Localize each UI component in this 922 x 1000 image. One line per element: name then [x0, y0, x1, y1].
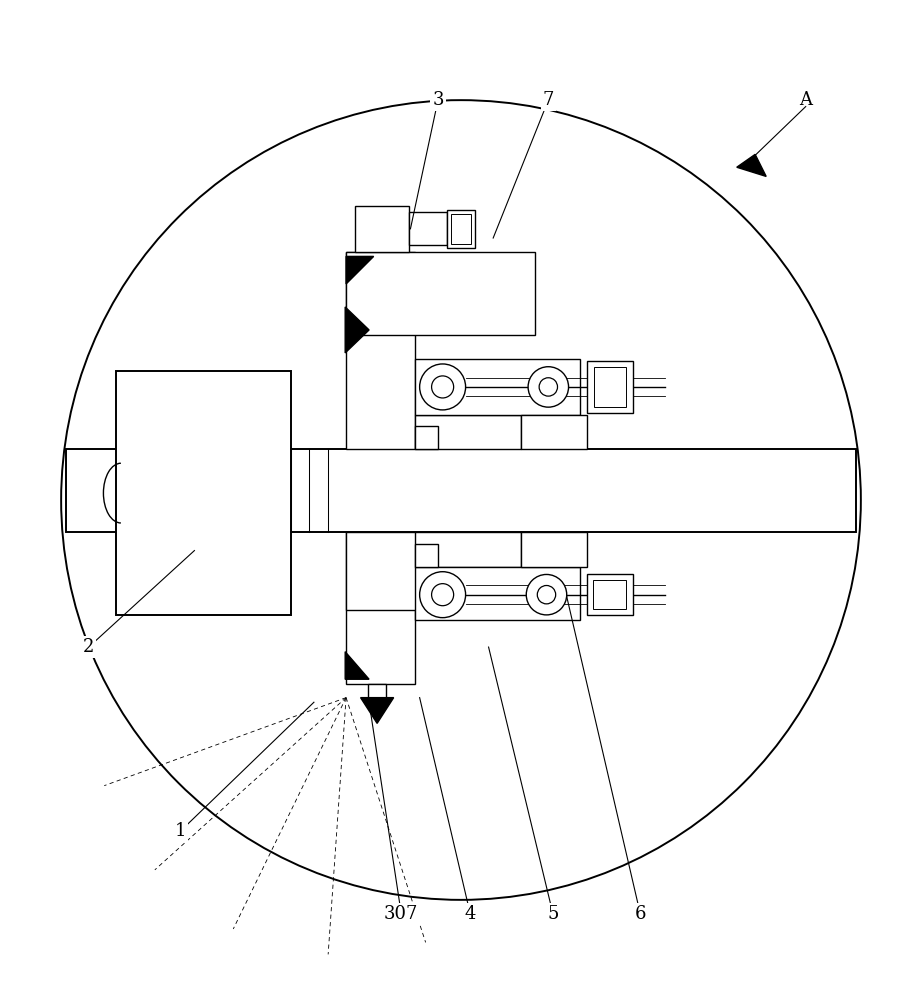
Bar	[346, 252, 535, 335]
Polygon shape	[737, 154, 766, 176]
Bar	[415, 359, 581, 415]
Bar	[346, 532, 535, 610]
Bar	[451, 214, 471, 244]
Bar	[408, 212, 447, 245]
Bar	[116, 371, 291, 615]
Bar	[415, 567, 581, 620]
Bar	[415, 415, 521, 449]
Bar	[65, 449, 857, 532]
Polygon shape	[346, 256, 373, 284]
Circle shape	[528, 367, 569, 407]
Bar	[346, 252, 415, 449]
Bar	[346, 532, 415, 684]
Bar	[521, 532, 587, 567]
Bar	[346, 532, 415, 684]
Polygon shape	[361, 698, 394, 723]
Text: 6: 6	[634, 905, 646, 923]
Bar	[521, 532, 587, 567]
Text: 307: 307	[384, 905, 419, 923]
Bar	[415, 426, 438, 449]
Bar	[346, 252, 535, 335]
Text: 1: 1	[175, 822, 186, 840]
Bar	[447, 210, 475, 248]
Bar	[415, 532, 521, 567]
Bar	[521, 415, 587, 449]
Text: 2: 2	[83, 638, 94, 656]
Circle shape	[526, 574, 567, 615]
Bar	[595, 367, 625, 407]
Bar	[355, 206, 408, 252]
Text: A: A	[799, 91, 812, 109]
Bar	[587, 361, 632, 413]
Bar	[415, 415, 521, 449]
Bar	[346, 532, 535, 610]
Bar	[415, 544, 438, 567]
Bar	[368, 684, 386, 698]
Bar	[346, 252, 415, 449]
Polygon shape	[345, 307, 369, 353]
Bar	[415, 567, 581, 620]
Bar	[594, 580, 626, 609]
Bar	[521, 415, 587, 449]
Bar	[415, 532, 521, 567]
Circle shape	[420, 364, 466, 410]
Text: 3: 3	[432, 91, 443, 109]
Polygon shape	[345, 652, 369, 679]
Text: 7: 7	[543, 91, 554, 109]
Circle shape	[420, 572, 466, 618]
Bar	[587, 574, 632, 615]
Text: 4: 4	[465, 905, 476, 923]
Text: 5: 5	[548, 905, 559, 923]
Bar	[415, 359, 581, 415]
